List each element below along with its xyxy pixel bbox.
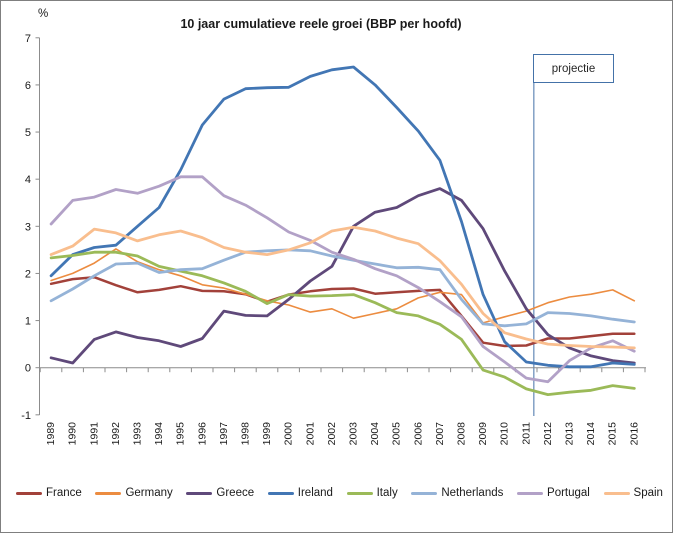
- x-tick-label: 2006: [412, 422, 424, 446]
- legend-item-italy: Italy: [346, 487, 398, 499]
- x-tick-label: 2000: [283, 422, 295, 446]
- legend-swatch-netherlands: [411, 491, 438, 495]
- x-tick-label: 2015: [607, 422, 619, 446]
- x-tick-label: 1990: [67, 422, 79, 446]
- x-tick-label: 2013: [564, 422, 576, 446]
- legend-swatch-italy: [346, 491, 373, 495]
- legend-swatch-france: [16, 491, 42, 495]
- projection-label: projectie: [551, 62, 596, 75]
- x-tick-label: 1994: [153, 422, 165, 446]
- y-tick-label: 3: [25, 221, 31, 233]
- x-tick-label: 1999: [261, 422, 273, 446]
- legend-item-spain: Spain: [603, 487, 663, 499]
- chart-title: 10 jaar cumulatieve reele groei (BBP per…: [180, 17, 462, 31]
- legend-swatch-spain: [603, 491, 630, 495]
- legend-item-netherlands: Netherlands: [411, 487, 503, 499]
- series-line-netherlands: [49, 248, 636, 328]
- legend-item-ireland: Ireland: [267, 487, 333, 499]
- x-tick-label: 2010: [499, 422, 511, 446]
- legend-swatch-germany: [95, 491, 122, 495]
- y-tick-label: 0: [25, 363, 31, 375]
- x-tick-label: 2016: [628, 422, 640, 446]
- y-tick-label: 5: [25, 127, 31, 139]
- legend-label: France: [46, 487, 82, 499]
- x-tick-label: 2012: [542, 422, 554, 446]
- x-tick-label: 1991: [88, 422, 100, 446]
- y-tick-label: 2: [25, 268, 31, 280]
- legend-item-greece: Greece: [186, 487, 254, 499]
- y-axis-unit-label: %: [38, 8, 49, 20]
- x-tick-label: 2011: [520, 422, 532, 445]
- x-tick-label: 2008: [456, 422, 468, 446]
- series-line-germany: [50, 248, 636, 324]
- legend-item-portugal: Portugal: [517, 487, 590, 499]
- series-line-ireland: [49, 65, 636, 369]
- legend-swatch-greece: [186, 491, 213, 495]
- x-tick-label: 1996: [196, 422, 208, 446]
- projection-annotation-box: projectie: [533, 54, 614, 83]
- x-tick-label: 1992: [110, 422, 122, 446]
- y-tick-label: 6: [25, 80, 31, 92]
- legend-item-germany: Germany: [95, 487, 173, 499]
- legend-label: Greece: [216, 487, 255, 499]
- x-tick-label: 2014: [585, 422, 597, 446]
- x-tick-label: 1995: [175, 422, 187, 446]
- x-tick-label: 1989: [45, 422, 57, 446]
- x-tick-label: 2004: [369, 422, 381, 446]
- x-tick-label: 2007: [434, 422, 446, 446]
- x-tick-label: 2001: [304, 422, 316, 446]
- legend-label: Ireland: [297, 487, 333, 499]
- y-tick-label: 7: [25, 33, 31, 45]
- series-line-italy: [49, 250, 636, 397]
- chart-legend: France Germany Greece Ireland Italy Netherlan…: [16, 484, 663, 502]
- legend-swatch-ireland: [267, 491, 294, 495]
- x-tick-label: 1997: [218, 422, 230, 446]
- x-tick-label: 1998: [240, 422, 252, 446]
- y-tick-label: 1: [25, 316, 31, 328]
- legend-label: Portugal: [547, 487, 590, 499]
- series-line-greece: [49, 187, 636, 365]
- series-line-portugal: [49, 175, 636, 384]
- legend-swatch-portugal: [517, 491, 544, 495]
- legend-label: Italy: [376, 487, 398, 499]
- x-tick-label: 2009: [477, 422, 489, 446]
- series-line-spain: [49, 225, 636, 350]
- x-tick-label: 2002: [326, 422, 338, 446]
- legend-label: Germany: [125, 487, 173, 499]
- legend-label: Netherlands: [441, 487, 504, 499]
- x-tick-label: 2003: [348, 422, 360, 446]
- x-tick-label: 1993: [132, 422, 144, 446]
- y-tick-label: -1: [21, 410, 31, 422]
- y-tick-label: 4: [25, 174, 31, 186]
- legend-item-france: France: [16, 487, 82, 499]
- x-tick-label: 2005: [391, 422, 403, 446]
- legend-label: Spain: [633, 487, 663, 499]
